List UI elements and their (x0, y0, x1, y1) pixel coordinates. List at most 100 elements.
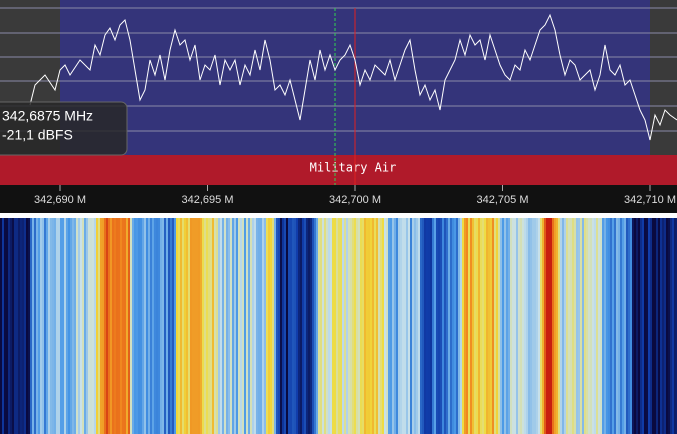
waterfall-column (36, 218, 38, 434)
waterfall-column (374, 218, 376, 434)
waterfall-column (334, 218, 336, 434)
waterfall-column (100, 218, 102, 434)
waterfall-column (512, 218, 514, 434)
waterfall-column (586, 218, 588, 434)
waterfall-column (610, 218, 612, 434)
waterfall-column (24, 218, 26, 434)
waterfall-column (124, 218, 126, 434)
waterfall-column (522, 218, 524, 434)
waterfall-column (408, 218, 410, 434)
waterfall-column (502, 218, 504, 434)
spectrum-panel: Military Air 342,6875 MHz -21,1 dBFS (0, 0, 677, 185)
waterfall-column (422, 218, 424, 434)
waterfall-column (432, 218, 434, 434)
waterfall-column (574, 218, 576, 434)
waterfall-column (620, 218, 622, 434)
waterfall-column (546, 218, 548, 434)
frequency-axis (0, 185, 677, 213)
waterfall-column (224, 218, 226, 434)
waterfall-column (328, 218, 330, 434)
waterfall-column (396, 218, 398, 434)
waterfall-column (138, 218, 140, 434)
waterfall-column (430, 218, 432, 434)
waterfall-column (446, 218, 448, 434)
waterfall-column (254, 218, 256, 434)
waterfall-column (480, 218, 482, 434)
waterfall-column (498, 218, 500, 434)
waterfall-column (656, 218, 658, 434)
waterfall-column (226, 218, 228, 434)
waterfall-column (166, 218, 168, 434)
waterfall-column (264, 218, 266, 434)
waterfall-column (540, 218, 542, 434)
waterfall-column (630, 218, 632, 434)
waterfall-column (376, 218, 378, 434)
waterfall-column (140, 218, 142, 434)
waterfall-column (436, 218, 438, 434)
waterfall-column (606, 218, 608, 434)
waterfall-column (290, 218, 292, 434)
tooltip-frequency: 342,6875 MHz (2, 108, 93, 124)
waterfall-column (510, 218, 512, 434)
waterfall-column (238, 218, 240, 434)
waterfall-column (110, 218, 112, 434)
waterfall-column (626, 218, 628, 434)
waterfall-column (538, 218, 540, 434)
waterfall-column (284, 218, 286, 434)
tick-label: 342,690 M (34, 194, 86, 206)
waterfall-column (348, 218, 350, 434)
waterfall-column (168, 218, 170, 434)
waterfall-column (314, 218, 316, 434)
waterfall-column (602, 218, 604, 434)
waterfall-column (6, 218, 8, 434)
waterfall-column (98, 218, 100, 434)
waterfall-column (520, 218, 522, 434)
waterfall-column (492, 218, 494, 434)
waterfall-column (484, 218, 486, 434)
waterfall-column (208, 218, 210, 434)
waterfall-column (80, 218, 82, 434)
waterfall-column (368, 218, 370, 434)
waterfall-column (196, 218, 198, 434)
waterfall-column (240, 218, 242, 434)
waterfall-column (508, 218, 510, 434)
waterfall-column (622, 218, 624, 434)
waterfall-column (318, 218, 320, 434)
waterfall-column (346, 218, 348, 434)
waterfall-column (204, 218, 206, 434)
waterfall-column (112, 218, 114, 434)
waterfall-column (490, 218, 492, 434)
waterfall-column (134, 218, 136, 434)
waterfall-column (352, 218, 354, 434)
waterfall-column (142, 218, 144, 434)
waterfall-column (174, 218, 176, 434)
waterfall-column (14, 218, 16, 434)
waterfall-column (0, 218, 2, 434)
waterfall-column (90, 218, 92, 434)
waterfall-column (182, 218, 184, 434)
waterfall-column (554, 218, 556, 434)
waterfall-column (638, 218, 640, 434)
waterfall-column (172, 218, 174, 434)
waterfall-column (458, 218, 460, 434)
waterfall-column (280, 218, 282, 434)
waterfall-column (562, 218, 564, 434)
waterfall-column (190, 218, 192, 434)
waterfall-column (218, 218, 220, 434)
waterfall-column (460, 218, 462, 434)
waterfall-column (386, 218, 388, 434)
waterfall-column (210, 218, 212, 434)
waterfall-column (350, 218, 352, 434)
waterfall-column (340, 218, 342, 434)
waterfall-column (670, 218, 672, 434)
waterfall-column (592, 218, 594, 434)
waterfall-column (468, 218, 470, 434)
waterfall-column (594, 218, 596, 434)
waterfall-column (274, 218, 276, 434)
waterfall-column (88, 218, 90, 434)
waterfall-column (402, 218, 404, 434)
waterfall-column (294, 218, 296, 434)
waterfall-column (296, 218, 298, 434)
waterfall-column (144, 218, 146, 434)
waterfall-column (188, 218, 190, 434)
